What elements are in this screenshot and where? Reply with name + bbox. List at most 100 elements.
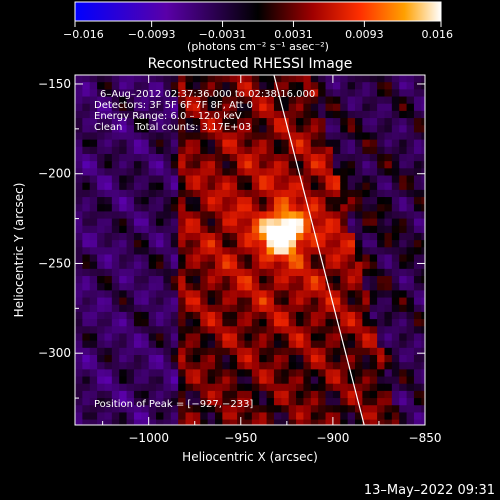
heatmap-cell [259,232,268,241]
heatmap-cell [325,139,334,148]
heatmap-cell [229,153,238,162]
heatmap-cell [281,347,290,356]
heatmap-cell [318,412,327,421]
heatmap-cell [148,311,157,320]
heatmap-cell [133,261,142,270]
heatmap-cell [259,247,268,256]
heatmap-cell [251,283,260,291]
heatmap-cell [126,139,135,148]
heatmap-cell [325,297,334,306]
heatmap-cell [89,225,98,234]
heatmap-cell [421,182,425,191]
heatmap-cell [163,153,172,162]
heatmap-cell [318,75,327,83]
heatmap-cell [399,254,408,263]
heatmap-cell [340,153,349,162]
heatmap-cell [222,419,231,425]
heatmap-cell [148,376,157,385]
heatmap-cell [377,290,386,299]
heatmap-cell [303,376,312,385]
heatmap-cell [325,211,334,220]
heatmap-cell [369,197,378,205]
heatmap-cell [318,232,327,241]
heatmap-cell [133,369,142,378]
heatmap-cell [89,211,98,220]
heatmap-cell [318,204,327,213]
heatmap-cell [303,125,312,134]
heatmap-cell [399,225,408,234]
heatmap-cell [89,333,98,342]
heatmap-cell [266,96,275,105]
heatmap-cell [89,132,98,141]
heatmap-cell [170,304,179,313]
heatmap-cell [133,383,142,392]
heatmap-cell [222,290,231,299]
heatmap-cell [266,139,275,148]
heatmap-cell [362,232,371,241]
heatmap-cell [119,168,128,177]
heatmap-cell [185,383,194,392]
heatmap-cell [251,311,260,320]
heatmap-cell [251,412,260,421]
heatmap-cell [215,240,223,248]
heatmap-cell [104,412,113,421]
heatmap-cell [413,204,422,213]
heatmap-cell [170,347,179,356]
heatmap-cell [406,383,415,392]
heatmap-cell [273,103,282,112]
heatmap-cell [156,139,165,148]
heatmap-cell [111,304,120,313]
heatmap-cell [362,139,371,148]
heatmap-cell [399,326,408,335]
heatmap-cell [89,75,98,83]
heatmap-cell [119,405,128,414]
heatmap-cell [325,103,334,112]
heatmap-cell [296,240,305,248]
heatmap-cell [244,283,253,291]
heatmap-cell [340,283,349,291]
heatmap-cell [377,283,386,291]
heatmap-cell [75,311,83,320]
heatmap-cell [185,161,194,169]
heatmap-cell [200,376,209,385]
heatmap-cell [229,290,238,299]
heatmap-cell [332,311,341,320]
heatmap-cell [119,82,128,90]
heatmap-cell [399,355,408,363]
heatmap-cell [413,254,422,263]
heatmap-cell [111,412,120,421]
heatmap-cell [97,225,106,234]
heatmap-cell [185,405,194,414]
heatmap-cell [332,376,341,385]
heatmap-cell [259,383,268,392]
heatmap-cell [325,333,334,342]
heatmap-cell [215,89,223,98]
heatmap-cell [355,139,363,148]
heatmap-cell [97,232,106,241]
heatmap-cell [126,290,135,299]
heatmap-cell [296,182,305,191]
heatmap-cell [207,311,216,320]
heatmap-cell [296,347,305,356]
heatmap-cell [281,290,290,299]
heatmap-cell [111,103,120,112]
heatmap-cell [325,189,334,198]
heatmap-cell [347,355,356,363]
heatmap-cell [406,240,415,248]
heatmap-cell [178,204,187,213]
heatmap-cell [141,175,150,184]
heatmap-cell [332,290,341,299]
heatmap-cell [200,240,209,248]
heatmap-cell [406,347,415,356]
heatmap-cell [318,254,327,263]
heatmap-cell [347,132,356,141]
heatmap-cell [406,268,415,277]
heatmap-cell [126,311,135,320]
heatmap-cell [259,189,268,198]
annotation-energy-range: Energy Range: 6.0 – 12.0 keV [94,111,242,122]
heatmap-cell [369,110,378,119]
heatmap-cell [340,355,349,363]
heatmap-cell [377,182,386,191]
heatmap-cell [75,319,83,327]
